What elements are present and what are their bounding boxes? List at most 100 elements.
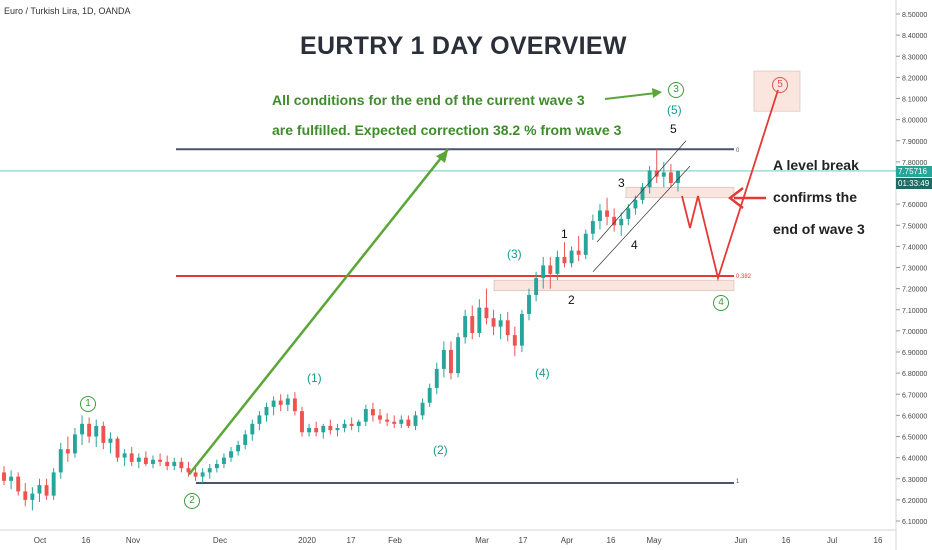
- candle-body: [72, 434, 77, 454]
- wave-circle-4: 4: [713, 295, 729, 311]
- note-green-line-2: are fulfilled. Expected correction 38.2 …: [272, 122, 622, 138]
- wave-label-p2: (2): [433, 443, 448, 457]
- y-tick-label: 7.60000: [902, 202, 927, 209]
- y-tick-label: 7.30000: [902, 266, 927, 273]
- candle-body: [512, 335, 517, 346]
- candle-body: [583, 233, 588, 255]
- candle-body: [668, 172, 673, 183]
- y-tick-label: 7.80000: [902, 160, 927, 167]
- candle-body: [101, 425, 106, 443]
- y-tick-label: 7.10000: [902, 308, 927, 315]
- candle-body: [122, 453, 127, 458]
- candle-body: [654, 170, 659, 177]
- symbol-label: Euro / Turkish Lira, 1D, OANDA: [4, 6, 131, 16]
- candle-body: [250, 423, 255, 435]
- x-tick-label: Mar: [475, 536, 489, 545]
- candle-body: [356, 421, 361, 426]
- x-tick-label: 17: [519, 536, 528, 545]
- y-tick-label: 6.50000: [902, 435, 927, 442]
- candle-body: [37, 485, 42, 494]
- candle-body: [172, 461, 177, 467]
- candle-body: [65, 449, 70, 454]
- candle-body: [23, 491, 28, 500]
- candle-body: [292, 398, 297, 412]
- y-tick-label: 8.10000: [902, 97, 927, 104]
- candle-body: [158, 459, 163, 462]
- green-trend-arrow: [188, 148, 449, 476]
- candle-body: [640, 187, 645, 200]
- note-level-break-2: confirms the: [773, 189, 858, 205]
- x-tick-label: May: [646, 536, 661, 545]
- candle-body: [278, 400, 283, 405]
- candle-body: [285, 398, 290, 405]
- candle-body: [633, 199, 638, 209]
- y-tick-label: 7.40000: [902, 244, 927, 251]
- candle-body: [406, 419, 411, 426]
- candle-body: [165, 461, 170, 467]
- candle-body: [661, 172, 666, 177]
- candle-body: [51, 472, 56, 496]
- candle-body: [519, 313, 524, 346]
- y-tick-label: 6.20000: [902, 498, 927, 505]
- candle-body: [143, 457, 148, 464]
- candle-body: [420, 402, 425, 416]
- candle-body: [548, 265, 553, 274]
- x-tick-label: 16: [82, 536, 91, 545]
- candle-body: [151, 459, 155, 464]
- y-tick-label: 6.90000: [902, 350, 927, 357]
- x-tick-label: 16: [782, 536, 791, 545]
- chart-title: EURTRY 1 DAY OVERVIEW: [300, 32, 627, 60]
- y-tick-label: 7.00000: [902, 329, 927, 336]
- note-level-break-3: end of wave 3: [773, 221, 865, 237]
- wave-circle-2: 2: [184, 493, 200, 509]
- candle-body: [449, 349, 453, 374]
- candle-body: [484, 307, 489, 319]
- candle-body: [441, 349, 446, 369]
- candle-body: [349, 423, 354, 426]
- x-tick-label: 2020: [298, 536, 316, 545]
- candle-body: [527, 294, 531, 314]
- candle-body: [307, 428, 312, 433]
- note-green-line-1: All conditions for the end of the curren…: [272, 92, 585, 108]
- x-tick-label: 16: [607, 536, 616, 545]
- y-tick-label: 6.70000: [902, 392, 927, 399]
- y-tick-label: 8.50000: [902, 12, 927, 19]
- x-tick-label: Jun: [735, 536, 748, 545]
- candle-body: [562, 256, 567, 264]
- candle-body: [605, 210, 610, 217]
- wave-circle-3: 3: [668, 82, 684, 98]
- candle-body: [456, 337, 461, 374]
- candle-body: [179, 461, 184, 469]
- green-pointer-arrowhead: [652, 88, 662, 98]
- support-zone: [493, 279, 735, 292]
- candle-body: [243, 434, 248, 445]
- candle-body: [676, 170, 680, 183]
- candle-body: [236, 444, 241, 452]
- projected-correction-path: [681, 89, 779, 282]
- y-tick-label: 7.50000: [902, 223, 927, 230]
- x-tick-label: Feb: [388, 536, 402, 545]
- y-tick-label: 8.20000: [902, 75, 927, 82]
- x-tick-label: 17: [347, 536, 356, 545]
- candle-body: [569, 250, 574, 264]
- candle-body: [321, 425, 326, 433]
- candle-body: [186, 468, 191, 473]
- bar-countdown-tag: 01:33:49: [896, 178, 932, 189]
- current-price-tag: 7.75716: [896, 166, 932, 177]
- candle-body: [314, 428, 319, 433]
- candle-body: [385, 419, 390, 422]
- candle-body: [498, 320, 503, 327]
- candle-body: [94, 425, 99, 437]
- candle-body: [342, 423, 347, 429]
- candle-body: [264, 406, 269, 416]
- candle-body: [271, 400, 276, 407]
- candle-body: [413, 415, 418, 426]
- x-tick-label: Jul: [827, 536, 837, 545]
- candle-body: [221, 457, 226, 464]
- level-break-zone: [625, 186, 735, 199]
- candle-body: [576, 250, 581, 255]
- candle-body: [612, 216, 617, 226]
- x-tick-label: Nov: [126, 536, 140, 545]
